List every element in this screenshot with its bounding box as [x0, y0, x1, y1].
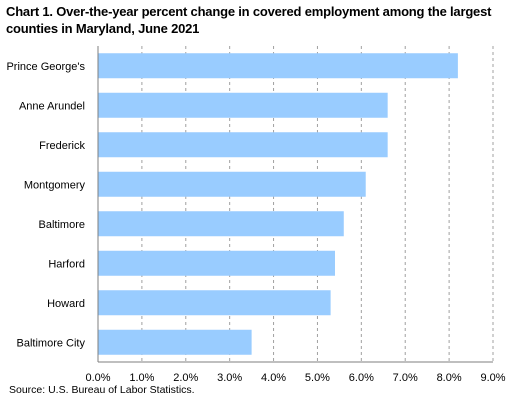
bar — [98, 92, 388, 118]
x-tick-label: 2.0% — [173, 372, 198, 384]
category-label: Harford — [48, 258, 85, 270]
bar — [98, 250, 335, 276]
category-label: Frederick — [39, 140, 85, 152]
source-note: Source: U.S. Bureau of Labor Statistics. — [9, 384, 195, 396]
category-label: Prince George's — [6, 61, 85, 73]
x-tick-labels: 0.0% 1.0% 2.0% 3.0% 4.0% 5.0% 6.0% 7.0% 8.0% 9.0% — [85, 372, 505, 384]
x-tick-label: 6.0% — [349, 372, 374, 384]
x-tick-label: 8.0% — [437, 372, 462, 384]
category-label: Baltimore — [39, 219, 85, 231]
bar — [98, 329, 252, 355]
category-labels: Prince George's Anne Arundel Frederick Mont… — [6, 61, 85, 350]
category-label: Montgomery — [24, 179, 86, 191]
x-tick-label: 3.0% — [217, 372, 242, 384]
gridlines — [141, 46, 494, 362]
bar — [98, 53, 458, 79]
category-label: Howard — [47, 298, 85, 310]
axis-lines — [97, 46, 493, 363]
category-label: Baltimore City — [17, 337, 86, 349]
x-tick-label: 5.0% — [305, 372, 330, 384]
bar — [98, 171, 366, 197]
x-tick-label: 7.0% — [393, 372, 418, 384]
chart-title: Chart 1. Over-the-year percent change in… — [6, 4, 492, 36]
category-label: Anne Arundel — [19, 100, 85, 112]
bar — [98, 132, 388, 158]
x-tick-label: 9.0% — [480, 372, 505, 384]
x-tick-label: 1.0% — [129, 372, 154, 384]
bar — [98, 290, 331, 316]
bar — [98, 211, 344, 237]
x-tick-label: 4.0% — [261, 372, 286, 384]
x-tick-label: 0.0% — [85, 372, 110, 384]
bars — [98, 53, 458, 355]
